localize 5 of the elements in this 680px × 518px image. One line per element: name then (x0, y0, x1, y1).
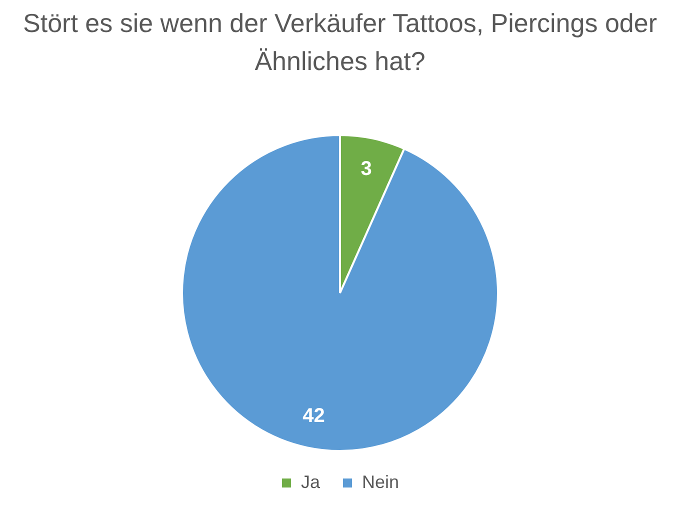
data-label: 42 (302, 405, 325, 428)
legend-label: Nein (362, 472, 400, 492)
legend-label: Ja (300, 472, 321, 492)
data-label: 3 (360, 158, 372, 180)
chart-title: Stört es sie wenn der Verkäufer Tattoos, Piercings oder Ähnliches hat? (22, 7, 658, 78)
